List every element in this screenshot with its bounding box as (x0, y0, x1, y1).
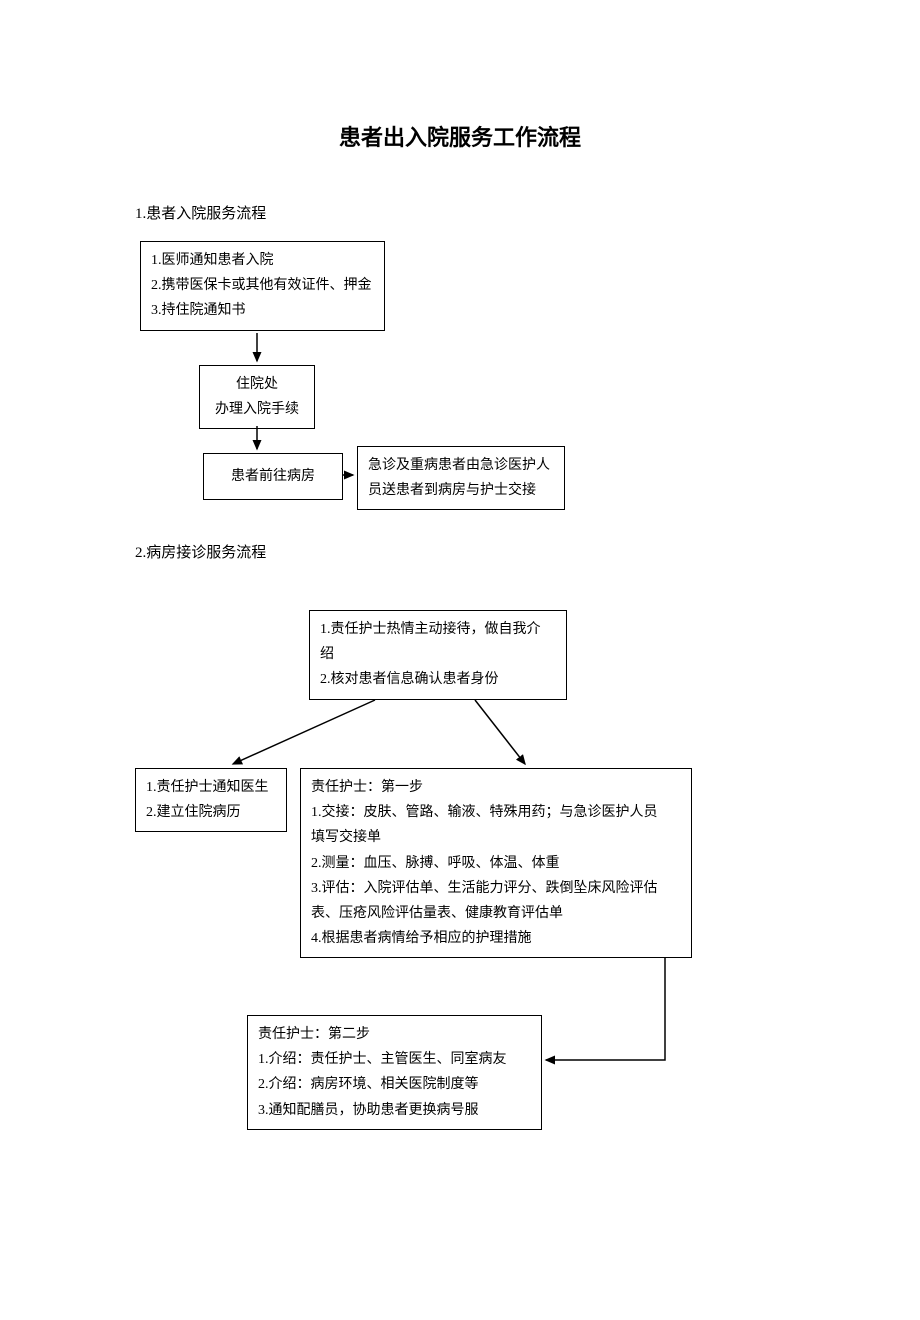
s2-box4-l3: 3.通知配膳员，协助患者更换病号服 (258, 1098, 531, 1123)
s2-box3-l2: 填写交接单 (311, 825, 681, 850)
s1-box1-l3: 3.持住院通知书 (151, 298, 374, 323)
section1-heading: 1.患者入院服务流程 (135, 202, 785, 223)
s1-box2-l1: 住院处 (210, 372, 304, 397)
s2-box3: 责任护士：第一步 1.交接：皮肤、管路、输液、特殊用药；与急诊医护人员 填写交接… (300, 768, 692, 958)
s1-box4: 急诊及重病患者由急诊医护人 员送患者到病房与护士交接 (357, 446, 565, 510)
s2-box3-l0: 责任护士：第一步 (311, 775, 681, 800)
s2-box3-l4: 3.评估：入院评估单、生活能力评分、跌倒坠床风险评估 (311, 876, 681, 901)
s1-box1-l2: 2.携带医保卡或其他有效证件、押金 (151, 273, 374, 298)
s1-box3: 患者前往病房 (203, 453, 343, 500)
s2-box4-l1: 1.介绍：责任护士、主管医生、同室病友 (258, 1047, 531, 1072)
s2-box1-l1: 1.责任护士热情主动接待，做自我介 (320, 617, 556, 642)
s2-box1-l3: 2.核对患者信息确认患者身份 (320, 667, 556, 692)
flowchart-2: 1.责任护士热情主动接待，做自我介 绍 2.核对患者信息确认患者身份 1.责任护… (135, 570, 785, 1120)
s2-box3-l5: 表、压疮风险评估量表、健康教育评估单 (311, 901, 681, 926)
s1-box4-l1: 急诊及重病患者由急诊医护人 (368, 453, 554, 478)
s1-box2-l2: 办理入院手续 (210, 397, 304, 422)
s2-box4: 责任护士：第二步 1.介绍：责任护士、主管医生、同室病友 2.介绍：病房环境、相… (247, 1015, 542, 1130)
s1-box1-l1: 1.医师通知患者入院 (151, 248, 374, 273)
s2-box4-l0: 责任护士：第二步 (258, 1022, 531, 1047)
s2-box3-l6: 4.根据患者病情给予相应的护理措施 (311, 926, 681, 951)
s2-box1-l2: 绍 (320, 642, 556, 667)
s2-box1: 1.责任护士热情主动接待，做自我介 绍 2.核对患者信息确认患者身份 (309, 610, 567, 700)
page-title: 患者出入院服务工作流程 (135, 120, 785, 152)
s2-box2-l1: 1.责任护士通知医生 (146, 775, 276, 800)
s2-box2-l2: 2.建立住院病历 (146, 800, 276, 825)
s2-box3-l1: 1.交接：皮肤、管路、输液、特殊用药；与急诊医护人员 (311, 800, 681, 825)
s2-box2: 1.责任护士通知医生 2.建立住院病历 (135, 768, 287, 832)
s1-box2: 住院处 办理入院手续 (199, 365, 315, 429)
s1-box1: 1.医师通知患者入院 2.携带医保卡或其他有效证件、押金 3.持住院通知书 (140, 241, 385, 331)
flowchart-1: 1.医师通知患者入院 2.携带医保卡或其他有效证件、押金 3.持住院通知书 住院… (135, 231, 785, 521)
s1-box4-l2: 员送患者到病房与护士交接 (368, 478, 554, 503)
s2-box4-l2: 2.介绍：病房环境、相关医院制度等 (258, 1072, 531, 1097)
section2-heading: 2.病房接诊服务流程 (135, 541, 785, 562)
s2-box3-l3: 2.测量：血压、脉搏、呼吸、体温、体重 (311, 851, 681, 876)
